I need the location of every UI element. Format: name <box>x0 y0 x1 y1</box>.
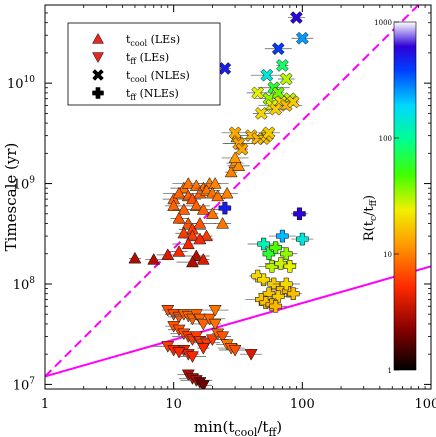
point-triangle-down <box>196 343 210 355</box>
point-plus-cross <box>293 207 306 221</box>
legend-label: tff (LEs) <box>126 51 169 66</box>
point-triangle-down <box>208 305 222 317</box>
point-triangle-down <box>186 351 199 363</box>
colorbar-gradient <box>393 21 417 371</box>
point-triangle-up <box>167 199 181 211</box>
point-triangle-up <box>128 251 142 264</box>
colorbar-tick-label: 1 <box>388 367 392 375</box>
point-x-cross <box>279 99 293 112</box>
point-plus-cross <box>280 277 293 291</box>
y-tick-label: 107 <box>13 376 36 393</box>
point-triangle-up <box>186 229 199 242</box>
point-x-cross <box>260 68 274 82</box>
legend-label: tcool (LEs) <box>126 33 180 48</box>
point-x-cross <box>276 59 289 72</box>
colorbar-tick-label: 1000 <box>374 19 392 27</box>
point-x-cross <box>228 126 242 140</box>
point-plus-cross <box>276 229 289 243</box>
point-plus-cross <box>272 290 285 303</box>
x-tick-label: 1 <box>41 397 49 412</box>
point-triangle-up <box>181 237 195 250</box>
point-triangle-up <box>161 248 175 260</box>
reference-line-solid <box>45 265 431 378</box>
point-triangle-up <box>196 203 210 215</box>
point-x-cross <box>295 31 309 45</box>
point-triangle-down <box>205 334 219 347</box>
legend-marker-plus-cross <box>92 87 104 99</box>
point-plus-cross <box>218 201 232 215</box>
x-tick-label: 10 <box>165 397 182 412</box>
point-triangle-up <box>147 253 161 265</box>
legend-label: tcool (NLEs) <box>126 69 190 84</box>
y-tick-label: 108 <box>13 276 36 293</box>
colorbar-tick-label: 100 <box>379 135 392 143</box>
y-tick-label: 1010 <box>7 75 35 92</box>
point-triangle-up <box>189 199 203 211</box>
point-x-cross <box>271 42 285 56</box>
legend-marker-triangle-up <box>92 32 104 44</box>
point-triangle-down <box>208 318 222 331</box>
point-plus-cross <box>274 257 288 270</box>
legend-marker-x-cross <box>92 69 104 81</box>
point-plus-cross <box>269 300 282 313</box>
legend-marker-triangle-down <box>92 52 104 64</box>
x-tick-label: 100 <box>290 397 315 412</box>
colorbar-tick-label: 10 <box>383 251 392 259</box>
point-triangle-down <box>172 346 186 359</box>
point-x-cross <box>254 107 268 120</box>
plot-frame <box>44 4 432 390</box>
point-triangle-up <box>216 217 230 229</box>
point-triangle-up <box>186 255 199 268</box>
point-x-cross <box>269 102 282 116</box>
point-triangle-up <box>220 186 234 199</box>
point-triangle-down <box>228 344 242 357</box>
reference-lines <box>45 5 431 378</box>
point-triangle-down <box>216 331 230 344</box>
point-x-cross <box>262 126 276 140</box>
point-triangle-up <box>205 207 219 219</box>
axis-ticks: 1 10 100 1000 107 108 109 1010 <box>7 4 436 412</box>
legend: tcool (LEs) tff (LEs) tcool (NLEs) tff (NLE… <box>67 22 221 106</box>
point-triangle-up <box>200 229 213 242</box>
point-triangle-up <box>224 165 238 178</box>
point-triangle-down <box>196 380 210 389</box>
y-tick-label: 109 <box>13 176 36 193</box>
data-points <box>128 11 314 389</box>
point-triangle-down <box>244 349 258 361</box>
x-axis-title: min(tcool/tff) <box>194 418 282 437</box>
point-triangle-up <box>193 217 207 229</box>
point-plus-cross <box>262 247 276 261</box>
point-triangle-up <box>172 186 186 199</box>
point-triangle-up <box>232 159 246 171</box>
point-plus-cross <box>296 232 309 246</box>
y-axis-title: Timescale (yr) <box>2 143 20 252</box>
point-triangle-up <box>172 245 186 257</box>
colorbar: R(tc/tff) 1 10 100 1000 <box>362 19 417 375</box>
point-triangle-up <box>208 177 222 189</box>
point-triangle-up <box>228 151 242 163</box>
legend-label: tff (NLEs) <box>126 87 179 102</box>
point-plus-cross <box>265 260 279 273</box>
point-plus-cross <box>280 247 293 261</box>
point-x-cross <box>279 72 293 86</box>
point-plus-cross <box>283 260 297 273</box>
point-x-cross <box>286 95 300 109</box>
point-triangle-up <box>196 253 210 265</box>
point-x-cross <box>235 142 249 156</box>
point-x-cross <box>290 11 303 24</box>
x-tick-label: 1000 <box>414 397 436 412</box>
point-plus-cross <box>257 273 270 287</box>
point-plus-cross <box>257 237 270 251</box>
colorbar-label: R(tc/tff) <box>362 195 379 241</box>
reference-line-dashed <box>45 5 420 378</box>
point-plus-cross <box>287 287 300 300</box>
point-triangle-up <box>177 226 191 239</box>
point-triangle-up <box>177 203 191 215</box>
